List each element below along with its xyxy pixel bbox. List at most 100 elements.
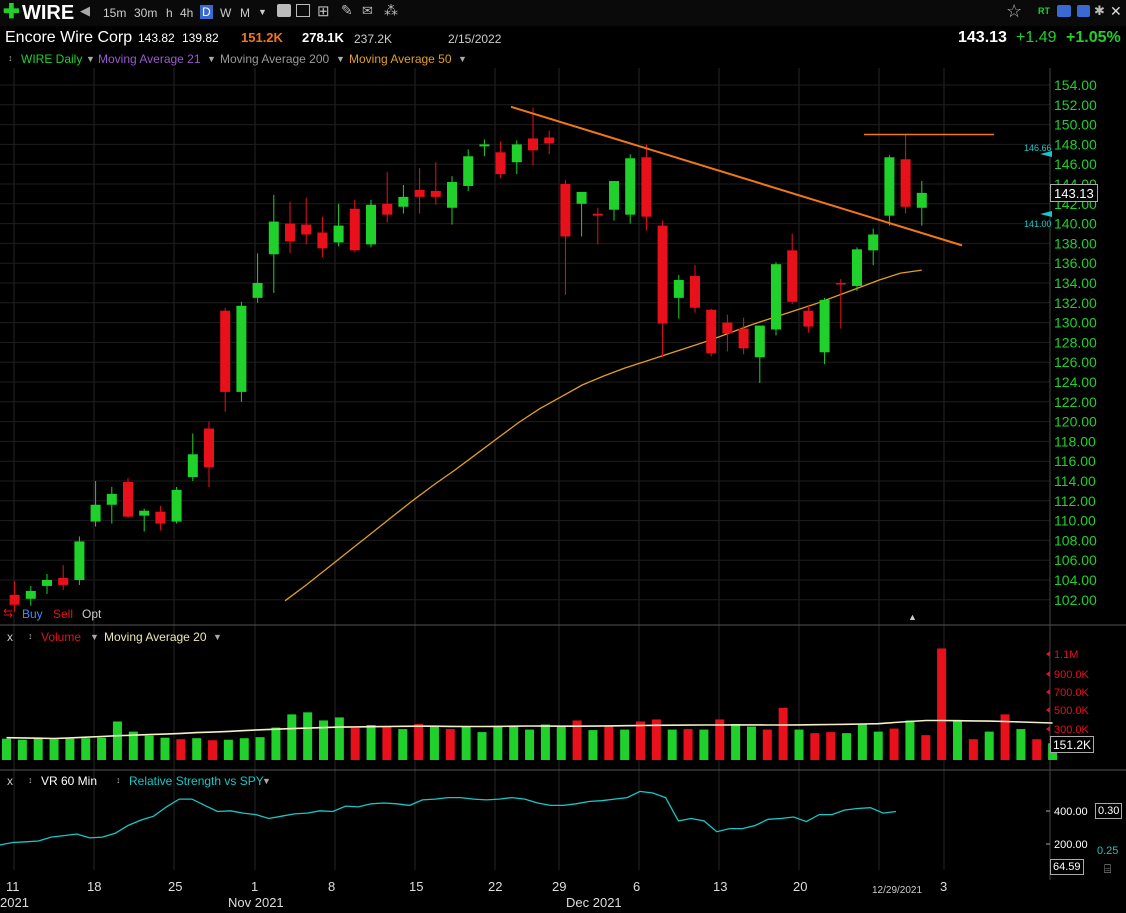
volume-sort-icon[interactable]: ↕	[28, 631, 33, 641]
rs-close-button[interactable]: x	[7, 774, 13, 788]
candle	[625, 154, 636, 224]
volume-dropdown-icon[interactable]: ▼	[90, 632, 99, 642]
candle-body	[366, 204, 376, 245]
upper-price-marker	[1040, 151, 1052, 157]
volume-tick-marker	[1046, 671, 1050, 677]
legend-dropdown-icon[interactable]: ▼	[86, 54, 95, 64]
indicators-icon[interactable]: ⊞	[317, 3, 330, 20]
price-tick-label: 140.00	[1054, 216, 1097, 232]
price-tick-label: 104.00	[1054, 572, 1097, 588]
price-tick-label: 138.00	[1054, 235, 1097, 251]
price-axis: 154.00152.00150.00148.00146.00144.00142.…	[1054, 77, 1097, 608]
symbol-title[interactable]: WIRE	[22, 2, 75, 24]
add-symbol-icon[interactable]: ✚	[3, 1, 20, 23]
layout-icon[interactable]	[296, 4, 310, 17]
candle	[673, 275, 684, 319]
volume-bar	[271, 727, 281, 760]
legend-ma200[interactable]: Moving Average 200	[220, 52, 330, 66]
volume-ma-dropdown-icon[interactable]: ▼	[213, 632, 222, 642]
candle	[9, 580, 20, 612]
legend-series-label[interactable]: WIRE Daily	[21, 52, 83, 66]
grid	[0, 68, 1126, 880]
rs-label[interactable]: Relative Strength vs SPY	[129, 774, 264, 788]
vr-sort-icon[interactable]: ↕	[28, 775, 33, 785]
volume-bar	[509, 726, 519, 760]
price-tick-label: 122.00	[1054, 394, 1097, 410]
candle	[787, 233, 798, 304]
chart-type-icon[interactable]	[277, 4, 291, 17]
candle	[641, 144, 652, 231]
price-tick-label: 134.00	[1054, 275, 1097, 291]
share-icon[interactable]: ⁂	[384, 2, 398, 18]
rs-axis: 400.00 200.00	[1046, 806, 1088, 851]
candle-body	[463, 156, 474, 186]
date-tick-label: 6	[633, 879, 640, 894]
buy-button[interactable]: Buy	[22, 607, 43, 621]
volume-bar	[1016, 729, 1026, 760]
rs-settings-icon[interactable]: ⌸	[1104, 862, 1112, 876]
candle-body	[803, 310, 814, 327]
legend-ma21[interactable]: Moving Average 21	[98, 52, 201, 66]
rs-dropdown-icon[interactable]: ▼	[262, 776, 271, 786]
stats-icon[interactable]	[1057, 5, 1071, 17]
candle	[430, 162, 441, 205]
legend-sort-icon[interactable]: ↕	[8, 53, 13, 63]
timeframe-dropdown-icon[interactable]: ▼	[258, 7, 267, 17]
price-tick-label: 120.00	[1054, 414, 1097, 430]
opt-button[interactable]: Opt	[82, 607, 102, 621]
candle-body	[414, 189, 425, 197]
volume-bar	[715, 719, 725, 760]
price-tick-label: 152.00	[1054, 97, 1097, 113]
month-label: Nov 2021	[228, 895, 284, 910]
volume-bar	[445, 729, 455, 760]
sell-button[interactable]: Sell	[53, 607, 74, 621]
volume-bar	[588, 730, 598, 760]
candle-body	[722, 322, 733, 334]
legend-ma21-dropdown-icon[interactable]: ▼	[207, 54, 216, 64]
favorite-star-icon[interactable]: ☆	[1006, 1, 1023, 21]
draw-icon[interactable]: ✎	[341, 2, 353, 18]
timeframe-d[interactable]: D	[200, 5, 213, 19]
vr-label[interactable]: VR 60 Min	[41, 774, 98, 788]
price-tick-label: 148.00	[1054, 136, 1097, 152]
speaker-icon[interactable]: ◀	[80, 3, 90, 18]
rs-sort-icon[interactable]: ↕	[116, 775, 121, 785]
volume-label[interactable]: Volume	[41, 630, 82, 644]
legend-ma50-dropdown-icon[interactable]: ▼	[458, 54, 467, 64]
candle-body	[430, 190, 441, 197]
volume-bar	[33, 738, 43, 760]
timeframe-h[interactable]: h	[166, 6, 173, 20]
legend-ma50[interactable]: Moving Average 50	[349, 52, 452, 66]
date-tick-label: 15	[409, 879, 423, 894]
order-icon[interactable]: ⇆	[3, 606, 14, 620]
rt-icon[interactable]: RT	[1038, 6, 1050, 16]
timeframe-m[interactable]: M	[240, 6, 250, 20]
settings-icon[interactable]: ✱	[1094, 3, 1105, 18]
candle	[868, 228, 879, 266]
candle	[835, 279, 846, 329]
volume-close-button[interactable]: x	[7, 630, 13, 644]
timeframe-4h[interactable]: 4h	[180, 6, 194, 20]
timeframe-w[interactable]: W	[220, 6, 232, 20]
grid-icon[interactable]	[1077, 5, 1090, 17]
timeframe-30m[interactable]: 30m	[134, 6, 158, 20]
quote-high: 143.82	[138, 31, 175, 45]
volume-bar	[461, 726, 471, 760]
candle	[852, 247, 862, 291]
scroll-up-icon[interactable]: ▲	[908, 612, 917, 622]
volume-bar	[239, 738, 249, 760]
candle-body	[511, 144, 522, 163]
volume-bar	[572, 720, 582, 760]
volume-ma-label[interactable]: Moving Average 20	[104, 630, 207, 644]
candle	[171, 486, 182, 524]
volume-tick-label: 1.1M	[1054, 649, 1078, 661]
volume-bar	[192, 738, 202, 760]
close-icon[interactable]: ✕	[1110, 3, 1122, 19]
notes-icon[interactable]: ✉	[362, 3, 373, 18]
legend-ma200-dropdown-icon[interactable]: ▼	[336, 54, 345, 64]
candle-body	[819, 299, 830, 353]
volume-bar	[1000, 714, 1010, 760]
timeframe-15m[interactable]: 15m	[103, 6, 127, 20]
volume-bar	[319, 720, 328, 760]
